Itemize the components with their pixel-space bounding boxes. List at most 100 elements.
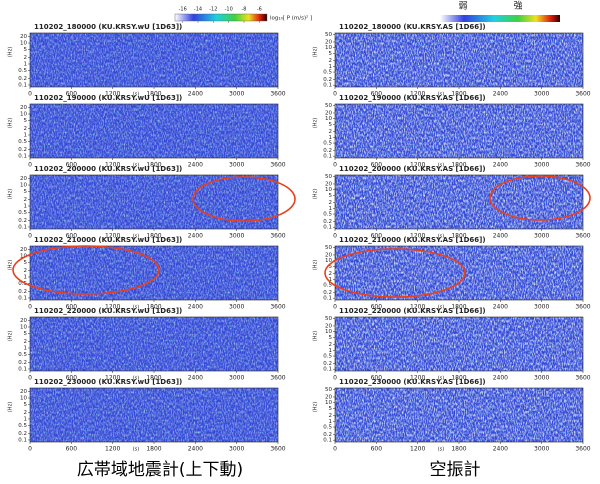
y-tick-label: 5 bbox=[24, 402, 28, 408]
x-tick-label: 3600 bbox=[575, 304, 590, 311]
x-tick-label: 1800 bbox=[451, 162, 466, 169]
colorbar-label: log₁₀[ P (m/s)² ] bbox=[270, 15, 312, 22]
y-tick-label: 2 bbox=[329, 342, 333, 348]
spectrogram-panel: 110202_180000 (KU.KRSY.wU [1D63])2010521… bbox=[8, 23, 286, 98]
x-tick-label: 3600 bbox=[270, 304, 285, 311]
x-tick-label: 3600 bbox=[270, 91, 285, 98]
highlight-ellipse bbox=[324, 248, 466, 298]
x-tick-label: 3000 bbox=[534, 162, 549, 169]
x-tick-label: 600 bbox=[371, 162, 383, 169]
y-tick-label: 5 bbox=[329, 335, 333, 341]
highlight-ellipse bbox=[489, 175, 591, 221]
y-tick-label: 0.1 bbox=[323, 438, 332, 444]
spectrogram-panel: 110202_200000 (KU.KRSY.wU [1D63])2010521… bbox=[8, 165, 286, 240]
y-tick-label: 0.5 bbox=[18, 68, 27, 74]
y-tick-label: 1 bbox=[329, 348, 333, 354]
x-tick-label: 600 bbox=[371, 304, 383, 311]
x-tick-label: 3000 bbox=[229, 446, 244, 453]
x-tick-label: 1200 bbox=[105, 91, 120, 98]
x-tick-label: 1800 bbox=[146, 304, 161, 311]
x-tick-label: 0 bbox=[333, 91, 337, 98]
y-tick-label: 1 bbox=[24, 345, 28, 351]
y-tick-label: 20 bbox=[325, 394, 332, 400]
x-tick-label: 3600 bbox=[270, 233, 285, 240]
caption: 空振計 bbox=[430, 460, 481, 480]
y-tick-label: 5 bbox=[24, 47, 28, 53]
y-tick-label: 0.1 bbox=[18, 153, 27, 159]
x-tick-label: 600 bbox=[66, 304, 78, 311]
x-axis-label: (s) bbox=[438, 92, 445, 98]
panel-title: 110202_190000 (KU.KRSY.AS [1D66]) bbox=[339, 94, 486, 102]
highlight-ellipse bbox=[192, 176, 296, 222]
y-tick-label: 20 bbox=[20, 247, 27, 253]
y-tick-label: 0.2 bbox=[323, 148, 332, 154]
x-tick-label: 0 bbox=[28, 233, 32, 240]
x-tick-label: 3000 bbox=[229, 375, 244, 382]
y-tick-label: 1 bbox=[24, 274, 28, 280]
y-axis-label: (Hz) bbox=[313, 331, 319, 341]
x-axis-label: (s) bbox=[133, 234, 140, 240]
y-tick-label: 1 bbox=[24, 203, 28, 209]
y-tick-label: 5 bbox=[329, 193, 333, 199]
y-tick-label: 50 bbox=[325, 174, 332, 180]
x-tick-label: 3600 bbox=[575, 375, 590, 382]
y-axis-label: (Hz) bbox=[8, 402, 14, 412]
y-tick-label: 2 bbox=[24, 268, 28, 274]
y-tick-label: 1 bbox=[329, 419, 333, 425]
colorbar-gradient bbox=[174, 13, 268, 22]
y-tick-label: 0.1 bbox=[323, 296, 332, 302]
y-tick-label: 10 bbox=[20, 325, 27, 331]
panel-title: 110202_210000 (KU.KRSY.AS [1D66]) bbox=[339, 236, 486, 244]
y-tick-label: 50 bbox=[325, 387, 332, 393]
x-tick-label: 2400 bbox=[188, 233, 203, 240]
x-tick-label: 1200 bbox=[105, 162, 120, 169]
y-tick-label: 50 bbox=[325, 245, 332, 251]
x-tick-label: 2400 bbox=[188, 446, 203, 453]
y-tick-label: 20 bbox=[20, 318, 27, 324]
x-tick-label: 1800 bbox=[146, 375, 161, 382]
y-tick-label: 10 bbox=[325, 258, 332, 264]
x-tick-label: 2400 bbox=[188, 162, 203, 169]
y-tick-label: 10 bbox=[20, 183, 27, 189]
colorbar: log₁₀[ P (m/s)² ] -16 -14 -12 -10 -8 -6 bbox=[174, 7, 312, 23]
y-tick-label: 0.2 bbox=[18, 431, 27, 437]
x-tick-label: 1200 bbox=[410, 375, 425, 382]
x-tick-label: 600 bbox=[66, 91, 78, 98]
y-tick-label: 2 bbox=[24, 126, 28, 132]
x-tick-label: 1200 bbox=[410, 162, 425, 169]
y-tick-label: 0.5 bbox=[18, 352, 27, 358]
x-axis-label: (s) bbox=[438, 305, 445, 311]
x-tick-label: 0 bbox=[333, 304, 337, 311]
spectrogram-panel: 110202_230000 (KU.KRSY.AS [1D66])5020105… bbox=[313, 378, 591, 453]
y-tick-label: 10 bbox=[20, 41, 27, 47]
spectrogram-panel: 110202_210000 (KU.KRSY.wU [1D63]) 20 1 0 5 2 1… bbox=[8, 236, 286, 311]
y-tick-label: 0.5 bbox=[323, 283, 332, 289]
y-tick-label: 0.5 bbox=[18, 281, 27, 287]
x-tick-label: 1800 bbox=[451, 446, 466, 453]
colorbar-tick-label: -6 bbox=[257, 7, 262, 13]
x-tick-label: 1200 bbox=[410, 304, 425, 311]
y-tick-label: 1 bbox=[329, 64, 333, 70]
y-tick-label: 0.2 bbox=[323, 77, 332, 83]
x-tick-label: 2400 bbox=[493, 375, 508, 382]
y-tick-label: 2 bbox=[329, 413, 333, 419]
y-tick-label: 2 bbox=[24, 339, 28, 345]
spectrogram-texture bbox=[30, 104, 278, 158]
x-tick-label: 3600 bbox=[270, 375, 285, 382]
y-axis-label: (Hz) bbox=[8, 260, 14, 270]
x-tick-label: 2400 bbox=[188, 91, 203, 98]
y-tick-label: 5 bbox=[24, 331, 28, 337]
y-tick-label: 0.1 bbox=[323, 83, 332, 89]
y-axis-label: (Hz) bbox=[313, 260, 319, 270]
caption: 広帯域地震計(上下動) bbox=[77, 460, 243, 480]
y-tick-label: 20 bbox=[20, 34, 27, 40]
x-tick-label: 0 bbox=[28, 162, 32, 169]
x-tick-label: 0 bbox=[28, 446, 32, 453]
panel-title: 110202_180000 (KU.KRSY.AS [1D66]) bbox=[339, 23, 486, 31]
y-axis-label: (Hz) bbox=[313, 402, 319, 412]
x-tick-label: 3000 bbox=[534, 375, 549, 382]
spectrogram-texture bbox=[30, 33, 278, 87]
x-tick-label: 600 bbox=[371, 375, 383, 382]
y-tick-label: 2 bbox=[329, 271, 333, 277]
y-tick-label: 5 bbox=[329, 264, 333, 270]
